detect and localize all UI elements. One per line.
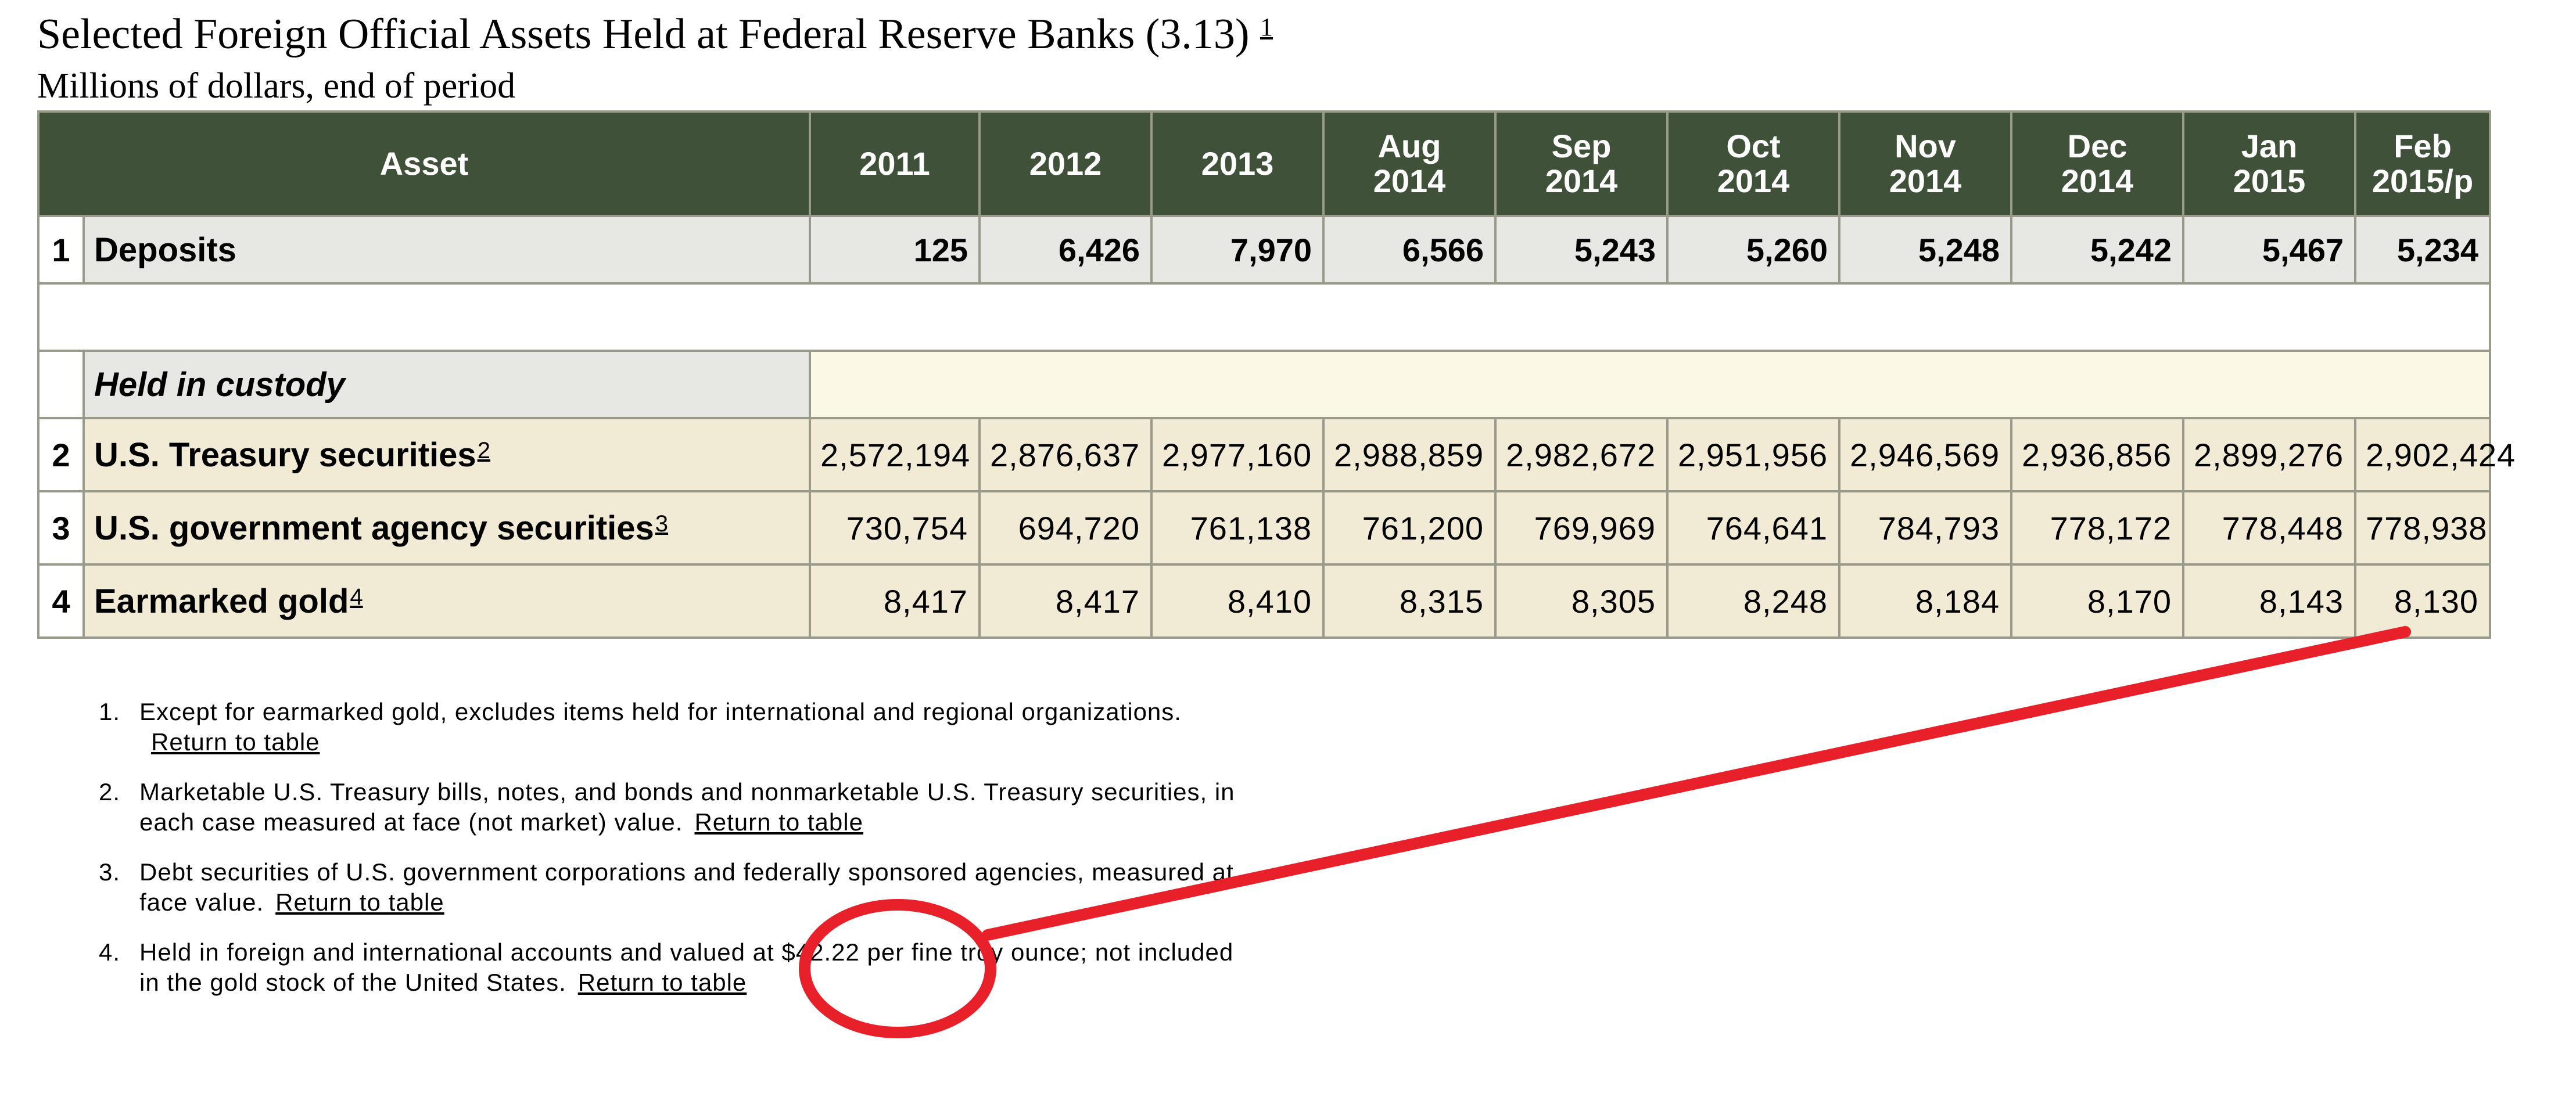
table-cell: 8,315 bbox=[1322, 563, 1497, 639]
row-label: U.S. government agency securities3 bbox=[82, 490, 811, 566]
header-col: Dec 2014 bbox=[2010, 110, 2184, 217]
return-to-table-link[interactable]: Return to table bbox=[275, 889, 444, 916]
table-cell: 6,566 bbox=[1322, 215, 1497, 285]
header-col: 2012 bbox=[978, 110, 1153, 217]
table-spacer-row bbox=[37, 282, 2491, 352]
table-cell: 125 bbox=[809, 215, 981, 285]
footnote-link[interactable]: 3 bbox=[655, 510, 669, 537]
table-cell: 2,899,276 bbox=[2182, 417, 2356, 492]
table-cell: 761,200 bbox=[1322, 490, 1497, 566]
assets-table: Asset 2011 2012 2013 Aug 2014 Sep 2014 Oct… bbox=[37, 110, 2515, 639]
table-cell: 2,572,194 bbox=[809, 417, 981, 492]
return-to-table-link[interactable]: Return to table bbox=[151, 728, 320, 756]
table-row-gold: 4 Earmarked gold4 8,417 8,417 8,410 8,31… bbox=[37, 563, 2491, 639]
table-cell: 8,417 bbox=[809, 563, 981, 639]
table-row-treasury: 2 U.S. Treasury securities2 2,572,194 2,… bbox=[37, 417, 2515, 492]
annotation-arrow-line bbox=[982, 626, 2411, 941]
table-cell: 2,876,637 bbox=[978, 417, 1153, 492]
table-cell: 694,720 bbox=[978, 490, 1153, 566]
table-cell: 8,170 bbox=[2010, 563, 2184, 639]
footnote-4: 4. Held in foreign and international acco… bbox=[99, 938, 1234, 996]
table-cell: 8,417 bbox=[978, 563, 1153, 639]
table-cell: 6,426 bbox=[978, 215, 1153, 285]
table-cell: 730,754 bbox=[809, 490, 981, 566]
custody-label: Held in custody bbox=[82, 350, 811, 419]
table-cell: 2,946,569 bbox=[1838, 417, 2012, 492]
table-cell: 778,172 bbox=[2010, 490, 2184, 566]
table-cell: 2,982,672 bbox=[1494, 417, 1669, 492]
table-cell: 8,248 bbox=[1666, 563, 1840, 639]
row-number: 2 bbox=[37, 417, 85, 492]
table-cell: 778,448 bbox=[2182, 490, 2356, 566]
table-cell: 5,248 bbox=[1838, 215, 2012, 285]
table-cell: 2,988,859 bbox=[1322, 417, 1497, 492]
row-label: U.S. Treasury securities2 bbox=[82, 417, 811, 492]
header-col: Nov 2014 bbox=[1838, 110, 2012, 217]
table-cell: 5,243 bbox=[1494, 215, 1669, 285]
footnote-link[interactable]: 4 bbox=[350, 584, 363, 610]
return-to-table-link[interactable]: Return to table bbox=[694, 808, 863, 836]
annotation-circle bbox=[799, 899, 996, 1038]
footnotes: 1. Except for earmarked gold, excludes it… bbox=[99, 697, 1377, 1017]
table-cell: 8,143 bbox=[2182, 563, 2356, 639]
table-cell: 784,793 bbox=[1838, 490, 2012, 566]
table-cell: 5,260 bbox=[1666, 215, 1840, 285]
table-cell: 5,467 bbox=[2182, 215, 2356, 285]
row-label: Earmarked gold4 bbox=[82, 563, 811, 639]
title-footnote-link[interactable]: 1 bbox=[1260, 13, 1273, 41]
table-row-custody-header: Held in custody bbox=[37, 350, 2491, 419]
table-cell: 761,138 bbox=[1150, 490, 1325, 566]
table-cell: 2,936,856 bbox=[2010, 417, 2184, 492]
footnote-2: 2. Marketable U.S. Treasury bills, notes,… bbox=[99, 778, 1235, 836]
header-col: Aug 2014 bbox=[1322, 110, 1497, 217]
footnote-link[interactable]: 2 bbox=[477, 437, 490, 463]
page-title: Selected Foreign Official Assets Held at… bbox=[37, 10, 1273, 58]
table-cell: 8,305 bbox=[1494, 563, 1669, 639]
page-subtitle: Millions of dollars, end of period bbox=[37, 66, 516, 106]
table-row-agency: 3 U.S. government agency securities3 730… bbox=[37, 490, 2491, 566]
table-header-row: Asset 2011 2012 2013 Aug 2014 Sep 2014 Oct… bbox=[37, 110, 2491, 217]
header-col: Jan 2015 bbox=[2182, 110, 2356, 217]
row-label: Deposits bbox=[82, 215, 811, 285]
header-col: Feb 2015/p bbox=[2354, 110, 2491, 217]
header-col: 2011 bbox=[809, 110, 981, 217]
row-number: 3 bbox=[37, 490, 85, 566]
table-cell: 764,641 bbox=[1666, 490, 1840, 566]
footnote-1: 1. Except for earmarked gold, excludes it… bbox=[99, 698, 1182, 756]
table-cell: 2,951,956 bbox=[1666, 417, 1840, 492]
row-number: 1 bbox=[37, 215, 85, 285]
return-to-table-link[interactable]: Return to table bbox=[577, 969, 747, 996]
table-cell: 769,969 bbox=[1494, 490, 1669, 566]
table-cell: 778,938 bbox=[2354, 490, 2491, 566]
table-row-deposits: 1 Deposits 125 6,426 7,970 6,566 5,243 5… bbox=[37, 215, 2491, 285]
table-cell: 7,970 bbox=[1150, 215, 1325, 285]
table-cell: 5,234 bbox=[2354, 215, 2491, 285]
table-cell: 2,977,160 bbox=[1150, 417, 1325, 492]
header-col: Oct 2014 bbox=[1666, 110, 1840, 217]
table-cell: 8,130 bbox=[2354, 563, 2491, 639]
table-cell: 2,902,424 bbox=[2354, 417, 2515, 492]
table-cell: 8,410 bbox=[1150, 563, 1325, 639]
header-asset: Asset bbox=[37, 110, 811, 217]
table-cell: 8,184 bbox=[1838, 563, 2012, 639]
header-col: Sep 2014 bbox=[1494, 110, 1669, 217]
row-number: 4 bbox=[37, 563, 85, 639]
footnote-3: 3. Debt securities of U.S. government cor… bbox=[99, 858, 1234, 916]
table-cell: 5,242 bbox=[2010, 215, 2184, 285]
header-col: 2013 bbox=[1150, 110, 1325, 217]
